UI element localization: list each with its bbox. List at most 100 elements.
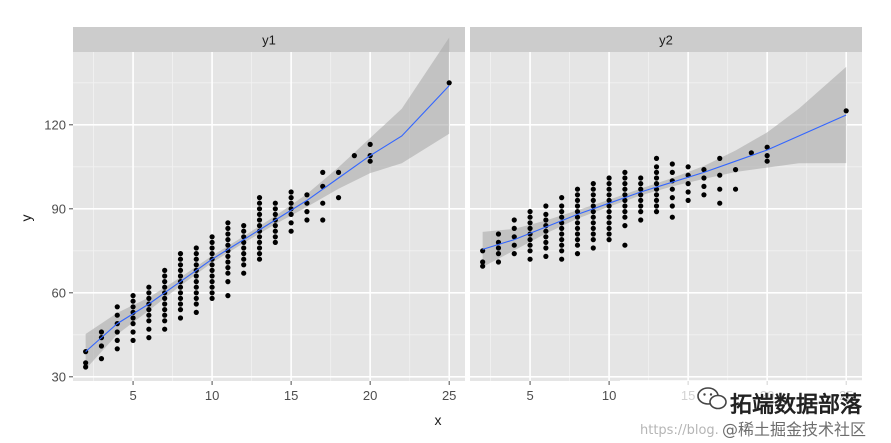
data-point [288, 211, 294, 217]
data-point [685, 164, 691, 170]
data-point [288, 220, 294, 226]
data-point [320, 200, 326, 206]
data-point [446, 80, 452, 86]
data-point [638, 209, 644, 215]
data-point [114, 329, 120, 335]
data-point [543, 245, 549, 251]
data-point [543, 239, 549, 245]
data-point [511, 251, 517, 257]
data-point [241, 223, 247, 229]
data-point [256, 206, 263, 212]
data-point [574, 220, 581, 226]
data-point [146, 335, 152, 341]
data-point [717, 186, 723, 192]
data-point [162, 279, 168, 285]
data-point [606, 220, 612, 226]
data-point [685, 189, 691, 195]
data-point [351, 153, 357, 159]
data-point [225, 293, 231, 299]
data-point [638, 192, 644, 198]
data-point [574, 237, 581, 243]
data-point [701, 192, 707, 198]
data-point [622, 181, 628, 187]
data-point [146, 326, 152, 332]
watermark-brand: 拓端数据部落 [730, 392, 863, 418]
data-point [177, 262, 184, 268]
data-point [748, 150, 754, 156]
data-point [622, 209, 628, 215]
data-point [225, 253, 231, 259]
data-point [162, 284, 168, 290]
data-point [209, 234, 215, 240]
data-point [304, 200, 310, 206]
data-point [653, 169, 660, 175]
data-point [653, 197, 660, 203]
y-tick-label: 60 [52, 285, 66, 300]
data-point [162, 307, 168, 313]
data-point [701, 183, 707, 189]
data-point [241, 262, 247, 268]
data-point [559, 203, 565, 209]
y-tick-label: 120 [44, 117, 66, 132]
data-point [590, 214, 596, 220]
data-point [622, 203, 628, 209]
data-point [622, 169, 628, 175]
data-point [98, 329, 105, 335]
data-point [256, 239, 263, 245]
data-point [717, 155, 723, 161]
confidence-band [482, 66, 847, 267]
data-point [177, 267, 184, 273]
facet-panels: y1 y2 [73, 27, 862, 381]
data-point [288, 200, 294, 206]
data-point [843, 108, 849, 114]
data-point [543, 234, 549, 240]
data-point [590, 203, 596, 209]
data-point [559, 256, 565, 262]
data-point [162, 273, 168, 279]
data-point [669, 203, 675, 209]
plot-panel-background [470, 52, 862, 381]
data-point [574, 242, 581, 248]
data-point [574, 231, 581, 237]
watermark-community: @稀土掘金技术社区 [722, 420, 866, 439]
data-point [717, 172, 723, 178]
data-point [130, 329, 136, 335]
data-point [241, 270, 247, 276]
data-point [559, 225, 565, 231]
data-point [177, 251, 184, 257]
data-point [130, 298, 136, 304]
data-point [98, 356, 105, 362]
data-point [193, 309, 199, 315]
data-point [241, 251, 247, 257]
data-point [83, 364, 89, 370]
data-point [225, 270, 231, 276]
data-point [495, 259, 502, 265]
data-point [162, 295, 168, 301]
data-point [114, 312, 120, 318]
data-point [225, 225, 231, 231]
data-point [543, 203, 549, 209]
data-point [288, 206, 294, 212]
data-point [225, 248, 231, 254]
facet-panel-y2: y2 [470, 27, 862, 381]
data-point [574, 186, 581, 192]
data-point [559, 242, 565, 248]
confidence-band [85, 37, 450, 370]
data-point [288, 228, 294, 234]
data-point [590, 186, 596, 192]
data-point [241, 228, 247, 234]
x-axis-title: x [435, 412, 442, 428]
data-point [574, 203, 581, 209]
data-point [304, 192, 310, 198]
data-point [98, 343, 105, 349]
data-point [574, 225, 581, 231]
data-point [495, 231, 502, 237]
data-point [543, 217, 549, 223]
data-point [209, 273, 215, 279]
data-point [574, 192, 581, 198]
data-point [590, 209, 596, 215]
data-point [732, 167, 739, 173]
data-point [590, 181, 596, 187]
data-point [606, 209, 612, 215]
data-point [559, 195, 565, 201]
